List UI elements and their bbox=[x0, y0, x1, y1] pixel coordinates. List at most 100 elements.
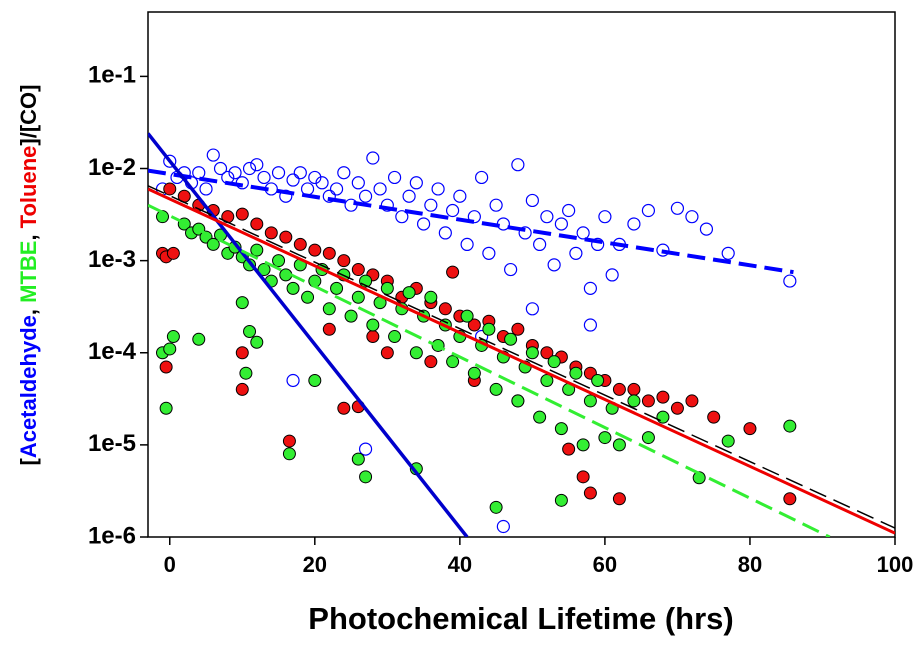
data-point bbox=[286, 281, 300, 295]
data-point bbox=[641, 203, 656, 218]
data-point bbox=[583, 486, 597, 500]
data-point bbox=[322, 189, 336, 203]
data-point bbox=[409, 346, 423, 360]
data-point bbox=[460, 237, 474, 252]
data-point bbox=[402, 189, 416, 203]
data-point bbox=[308, 243, 322, 257]
data-point bbox=[322, 246, 336, 260]
data-point bbox=[351, 263, 365, 277]
data-point bbox=[446, 203, 460, 218]
y-tick-label: 1e-1 bbox=[88, 62, 136, 89]
data-point bbox=[547, 355, 561, 369]
data-point bbox=[235, 296, 249, 310]
data-point bbox=[641, 431, 655, 445]
data-point bbox=[482, 322, 496, 336]
data-point bbox=[591, 373, 605, 387]
data-point bbox=[583, 281, 597, 295]
data-point bbox=[533, 237, 547, 252]
data-point bbox=[351, 290, 365, 304]
data-point bbox=[387, 170, 402, 185]
data-point bbox=[460, 309, 474, 323]
data-point bbox=[250, 158, 264, 172]
y-axis-label-part: Toluene bbox=[16, 146, 41, 229]
data-point bbox=[475, 170, 489, 185]
data-point bbox=[504, 332, 518, 346]
data-point bbox=[213, 161, 228, 176]
data-point bbox=[783, 492, 797, 506]
data-point bbox=[235, 346, 249, 360]
data-point bbox=[166, 330, 180, 344]
data-point bbox=[293, 237, 307, 251]
data-point bbox=[286, 373, 300, 388]
data-point bbox=[388, 330, 402, 344]
data-point bbox=[416, 217, 431, 231]
data-point bbox=[282, 447, 296, 461]
x-axis-label: Photochemical Lifetime (hrs) bbox=[308, 601, 733, 636]
data-point bbox=[496, 519, 510, 534]
data-point bbox=[525, 193, 539, 208]
data-point bbox=[257, 263, 271, 277]
data-point bbox=[554, 422, 568, 436]
data-point bbox=[282, 434, 296, 448]
y-axis-label: [Acetaldehyde, MTBE, Toluene]/[CO] bbox=[16, 85, 41, 466]
data-point bbox=[242, 161, 257, 176]
data-point bbox=[163, 154, 177, 168]
data-point bbox=[163, 342, 177, 356]
x-tick-label: 100 bbox=[877, 552, 914, 577]
data-point bbox=[337, 254, 351, 268]
data-point bbox=[359, 470, 373, 484]
data-point bbox=[583, 318, 597, 332]
data-point bbox=[482, 246, 496, 260]
fit-line bbox=[148, 168, 794, 275]
data-point bbox=[533, 410, 547, 424]
data-point bbox=[612, 492, 626, 506]
data-point bbox=[699, 222, 714, 236]
data-point bbox=[159, 401, 173, 415]
data-point bbox=[424, 290, 438, 304]
fit-line bbox=[148, 185, 895, 529]
data-point bbox=[453, 189, 467, 203]
x-tick-label: 0 bbox=[164, 552, 176, 577]
data-point bbox=[783, 419, 797, 433]
data-point bbox=[547, 258, 561, 272]
data-point bbox=[576, 226, 590, 240]
data-point bbox=[337, 401, 351, 415]
data-point bbox=[279, 230, 293, 244]
data-point bbox=[438, 226, 452, 240]
data-point bbox=[301, 290, 315, 304]
data-point bbox=[540, 373, 554, 387]
data-point bbox=[166, 246, 180, 260]
data-point bbox=[783, 274, 797, 288]
data-point bbox=[656, 410, 670, 424]
data-point bbox=[271, 166, 286, 180]
x-tick-label: 40 bbox=[448, 552, 472, 577]
data-point bbox=[380, 198, 394, 212]
data-point bbox=[489, 382, 503, 396]
data-point bbox=[431, 182, 445, 196]
fit-line bbox=[148, 187, 895, 535]
data-point bbox=[685, 210, 699, 224]
data-point bbox=[656, 243, 670, 257]
data-point bbox=[583, 394, 597, 408]
data-point bbox=[163, 182, 177, 196]
data-point bbox=[286, 173, 300, 187]
data-point bbox=[525, 346, 539, 360]
data-point bbox=[192, 332, 206, 346]
data-point bbox=[446, 265, 460, 279]
data-point bbox=[192, 166, 206, 180]
data-point bbox=[612, 382, 626, 396]
data-point bbox=[329, 182, 344, 196]
data-point bbox=[206, 148, 220, 162]
data-point bbox=[366, 151, 380, 165]
data-point bbox=[424, 198, 438, 212]
data-point bbox=[489, 500, 503, 514]
y-axis-label-part: , bbox=[16, 228, 41, 240]
data-point bbox=[351, 176, 365, 190]
data-point bbox=[293, 166, 307, 180]
data-point bbox=[373, 182, 387, 196]
data-point bbox=[243, 325, 257, 339]
plot-frame bbox=[147, 11, 896, 538]
y-axis-label-part: [ bbox=[16, 458, 41, 466]
data-point bbox=[627, 394, 641, 408]
